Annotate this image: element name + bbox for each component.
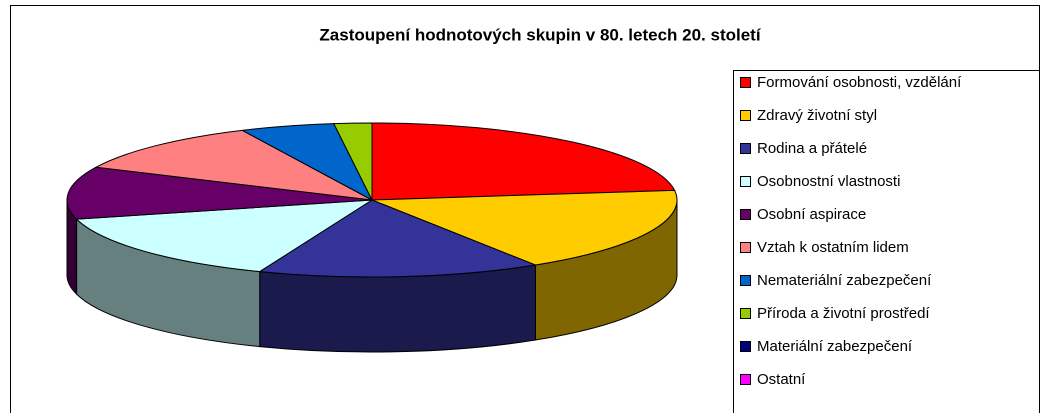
legend-swatch xyxy=(740,308,751,319)
pie-slice xyxy=(371,189,678,266)
legend-label: Osobní aspirace xyxy=(757,206,866,223)
chart-title: Zastoupení hodnotových skupin v 80. lete… xyxy=(319,25,761,44)
pie xyxy=(66,122,678,353)
pie-slice xyxy=(332,122,373,201)
legend-label: Formování osobnosti, vzdělání xyxy=(757,74,962,91)
legend-label: Materiální zabezpečení xyxy=(757,338,913,355)
legend-swatch xyxy=(740,209,751,220)
legend-label: Rodina a přátelé xyxy=(757,140,867,157)
legend-label: Nemateriální zabezpečení xyxy=(757,272,932,289)
pie-slice xyxy=(66,166,373,220)
pie-side xyxy=(259,264,536,353)
legend-swatch xyxy=(740,77,751,88)
pie-slice xyxy=(94,129,373,201)
legend-swatch xyxy=(740,341,751,352)
legend-swatch xyxy=(740,275,751,286)
legend-label: Zdravý životní styl xyxy=(757,107,877,124)
legend-box xyxy=(733,70,1040,413)
legend-swatch xyxy=(740,143,751,154)
legend-label: Příroda a životní prostředí xyxy=(757,305,930,322)
legend-swatch xyxy=(740,242,751,253)
pie-slice xyxy=(75,199,373,273)
legend: Formování osobnosti, vzdělání Zdravý živo… xyxy=(740,74,962,388)
legend-label: Ostatní xyxy=(757,371,806,388)
legend-swatch xyxy=(740,110,751,121)
legend-swatch xyxy=(740,374,751,385)
legend-swatch xyxy=(740,176,751,187)
pie-slice xyxy=(371,122,676,201)
legend-label: Osobnostní vlastnosti xyxy=(757,173,900,190)
legend-label: Vztah k ostatním lidem xyxy=(757,239,909,256)
pie-slice xyxy=(258,199,538,278)
